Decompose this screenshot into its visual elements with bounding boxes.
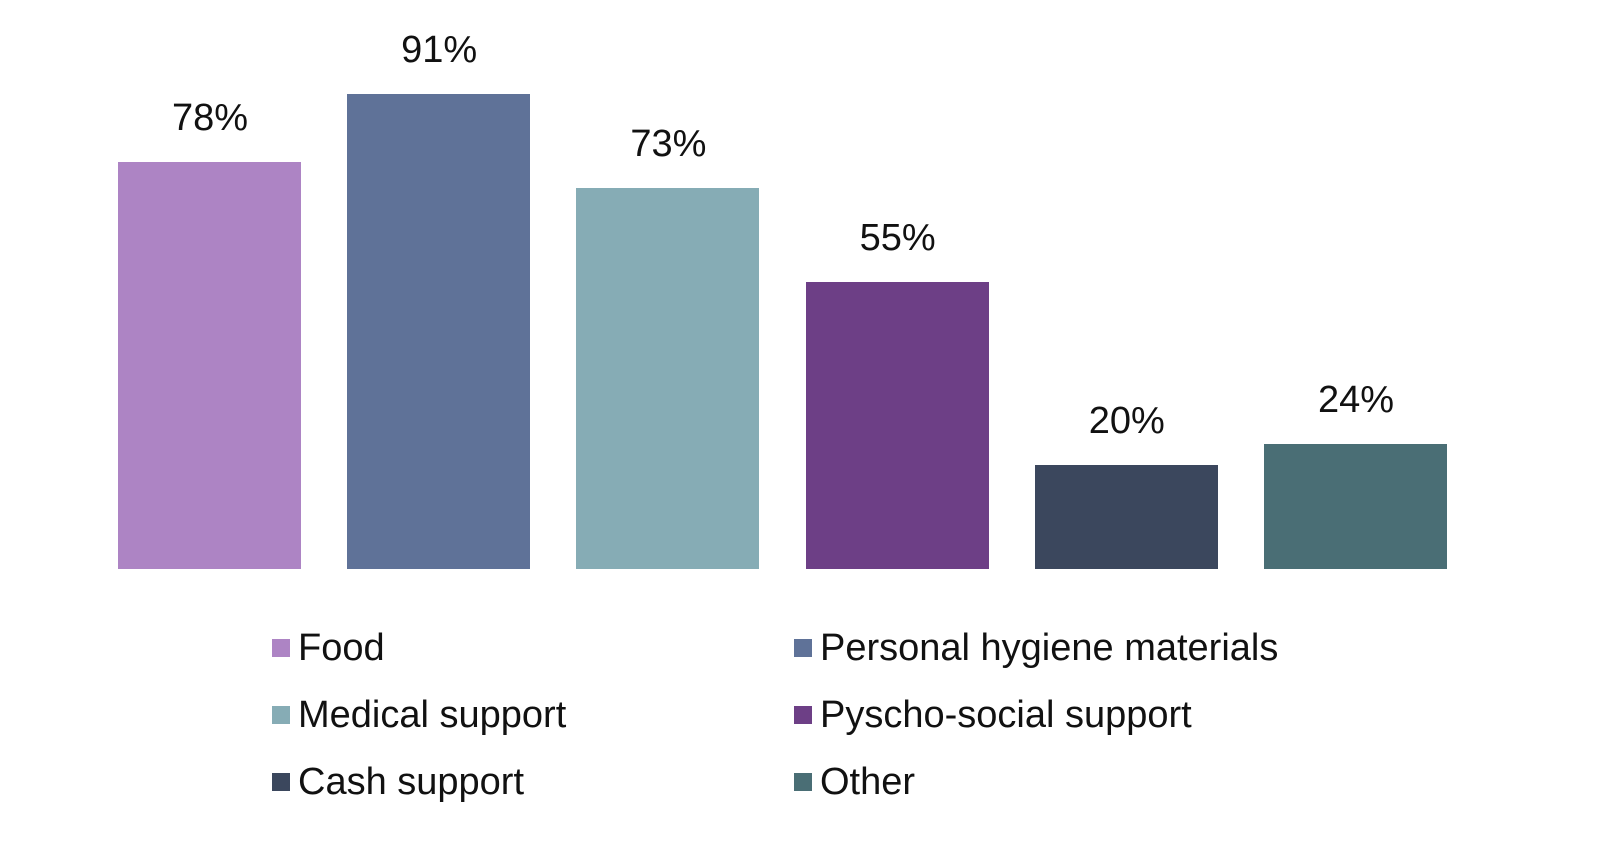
legend-item: Cash support — [272, 759, 524, 805]
legend-item: Other — [794, 759, 915, 805]
legend-item: Pyscho-social support — [794, 692, 1192, 738]
legend-item: Medical support — [272, 692, 566, 738]
legend-swatch-icon — [794, 639, 812, 657]
data-label: 24% — [1317, 378, 1395, 421]
bar-pyscho-social-support — [805, 281, 989, 569]
data-label: 20% — [1088, 399, 1165, 442]
data-label: 78% — [171, 96, 249, 139]
legend-swatch-icon — [272, 706, 290, 724]
legend-label: Other — [820, 761, 916, 803]
bar-chart: 78% 91% 73% 55% 20% 24% — [118, 28, 1447, 569]
legend-label: Food — [298, 627, 385, 669]
legend-swatch-icon — [794, 706, 812, 724]
legend-swatch-icon — [794, 773, 812, 791]
legend-swatch-icon — [272, 639, 290, 657]
legend-label: Pyscho-social support — [820, 694, 1192, 736]
data-label: 55% — [859, 216, 936, 259]
legend-swatch-icon — [272, 773, 290, 791]
bar-other — [1264, 443, 1447, 569]
legend-label: Personal hygiene materials — [820, 627, 1279, 669]
data-label: 73% — [630, 122, 707, 165]
bar-personal-hygiene-materials — [347, 93, 531, 569]
legend-item: Personal hygiene materials — [794, 625, 1278, 671]
legend-label: Cash support — [298, 761, 525, 803]
legend-item: Food — [272, 625, 385, 671]
bar-food — [118, 161, 301, 569]
data-label: 91% — [401, 28, 478, 71]
bar-medical-support — [576, 187, 760, 569]
bar-cash-support — [1034, 464, 1218, 569]
legend-label: Medical support — [298, 694, 567, 736]
